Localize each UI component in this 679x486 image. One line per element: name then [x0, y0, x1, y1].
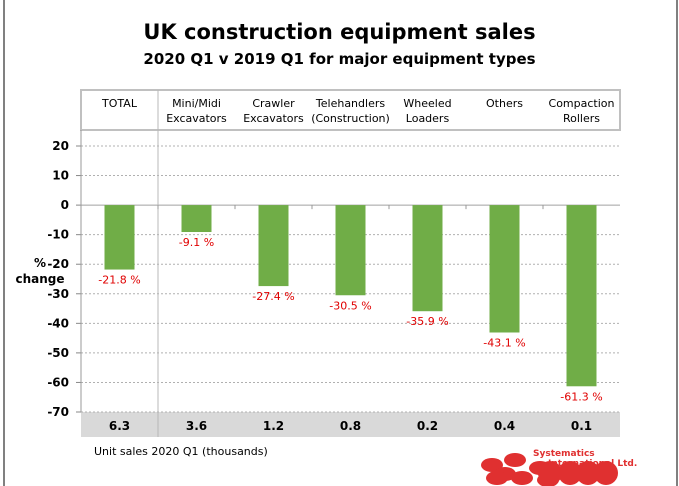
bar [104, 205, 135, 270]
bar [566, 205, 597, 387]
category-label: Crawler [252, 97, 295, 110]
logo-dot [486, 471, 508, 485]
data-label: -27.4 % [252, 290, 294, 303]
bar [181, 205, 212, 233]
data-label: -61.3 % [560, 390, 602, 403]
data-label: -9.1 % [179, 236, 214, 249]
chart-subtitle: 2020 Q1 v 2019 Q1 for major equipment ty… [143, 50, 536, 68]
bar [258, 205, 289, 287]
unit-sales-value: 3.6 [186, 419, 207, 433]
y-tick-label: -40 [47, 316, 69, 330]
data-label: -30.5 % [329, 299, 371, 312]
y-tick-label: -30 [47, 287, 69, 301]
category-label: Mini/Midi [172, 97, 221, 110]
unit-sales-value: 1.2 [263, 419, 284, 433]
y-tick-label: 10 [52, 169, 69, 183]
chart-frame [3, 0, 678, 486]
bar [489, 205, 520, 333]
category-label: Compaction [549, 97, 615, 110]
category-label: Loaders [406, 112, 450, 125]
category-label: Excavators [166, 112, 227, 125]
category-label: Wheeled [403, 97, 451, 110]
category-label: Rollers [563, 112, 600, 125]
category-label: Others [486, 97, 523, 110]
y-axis-label: % [34, 256, 46, 270]
category-label: Telehandlers [315, 97, 385, 110]
data-label: -43.1 % [483, 336, 525, 349]
category-header-box [80, 89, 621, 131]
category-label: Excavators [243, 112, 304, 125]
unit-sales-band [81, 412, 620, 437]
y-axis-label: change [15, 272, 64, 286]
logo-circle [558, 461, 582, 485]
logo-dot [504, 453, 526, 467]
y-tick-label: 0 [61, 198, 69, 212]
logo-dot [511, 471, 533, 485]
unit-sales-value: 0.1 [571, 419, 592, 433]
logo-circle [594, 461, 618, 485]
unit-sales-value: 6.3 [109, 419, 130, 433]
logo-dot [481, 458, 503, 472]
unit-sales-value: 0.8 [340, 419, 361, 433]
y-tick-label: -60 [47, 375, 69, 389]
unit-sales-value: 0.4 [494, 419, 515, 433]
y-tick-label: -70 [47, 405, 69, 419]
y-tick-label: 20 [52, 139, 69, 153]
category-label: (Construction) [311, 112, 390, 125]
bar [335, 205, 366, 296]
logo-text: Systematics [533, 449, 595, 459]
y-tick-label: -20 [47, 257, 69, 271]
y-tick-label: -50 [47, 346, 69, 360]
logo-circle [576, 461, 600, 485]
data-label: -21.8 % [98, 274, 140, 287]
unit-sales-label: Unit sales 2020 Q1 (thousands) [94, 445, 268, 458]
unit-sales-value: 0.2 [417, 419, 438, 433]
chart-title: UK construction equipment sales [143, 20, 536, 44]
logo-circle [538, 461, 562, 485]
y-tick-label: -10 [47, 228, 69, 242]
logo-text: International Ltd. [548, 459, 637, 469]
bar [412, 205, 443, 312]
category-label: TOTAL [101, 97, 138, 110]
data-label: -35.9 % [406, 315, 448, 328]
